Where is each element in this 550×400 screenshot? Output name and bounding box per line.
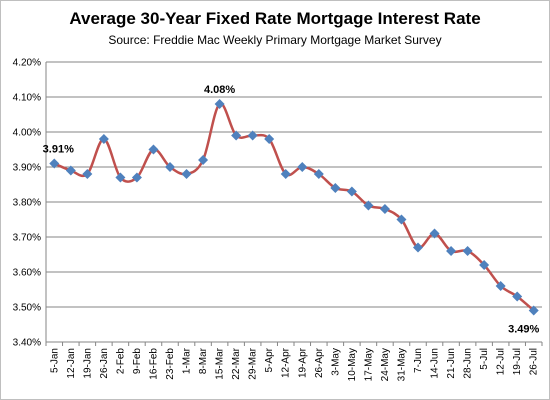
data-point [231,130,242,141]
x-tick-label: 12-Jan [66,348,77,379]
y-tick-label: 3.70% [13,233,41,244]
x-tick-label: 22-Mar [231,347,242,379]
x-tick-label: 15-Mar [215,347,226,379]
data-point [280,169,291,179]
data-point [181,169,192,179]
data-point [49,158,60,169]
y-tick-label: 3.90% [13,163,41,174]
data-point [198,155,209,165]
series-line [53,102,535,312]
data-point [512,291,523,302]
data-point [264,134,275,144]
x-tick-label: 5-Jan [49,348,60,373]
x-tick-label: 19-Jul [512,348,523,375]
data-point [313,169,324,179]
data-point [495,281,506,291]
x-tick-label: 8-Mar [198,347,209,374]
data-point [413,242,423,253]
data-point [479,260,490,270]
x-tick-label: 28-Jun [463,348,474,379]
x-tick-label: 24-May [380,348,391,381]
data-point [115,172,126,183]
x-tick-label: 26-Jul [529,348,540,375]
data-point [429,228,440,239]
data-point [148,144,159,155]
y-tick-label: 4.10% [13,93,41,104]
data-point [247,130,258,141]
data-point [330,183,341,193]
data-point [346,186,357,197]
data-point [462,246,473,256]
x-tick-label: 10-May [347,348,358,381]
chart-title: Average 30-Year Fixed Rate Mortgage Inte… [69,9,481,28]
x-tick-label: 17-May [363,348,374,381]
x-tick-label: 29-Mar [248,347,259,379]
data-point [98,134,109,144]
x-tick-label: 26-Jan [99,348,110,379]
x-tick-label: 5-Apr [264,347,275,372]
x-tick-label: 26-Apr [314,347,325,378]
data-point [446,246,457,256]
data-point [528,305,539,316]
x-tick-label: 19-Jan [82,348,93,379]
x-tick-label: 5-Jul [479,348,490,370]
data-point [131,172,142,183]
x-tick-label: 23-Feb [165,348,176,380]
x-tick-label: 2-Feb [115,348,126,375]
data-label: 4.08% [204,84,235,96]
data-point [82,169,93,179]
x-tick-label: 19-Apr [297,347,308,378]
data-label: 3.49% [508,324,539,336]
data-point [363,200,374,211]
x-tick-label: 31-May [396,348,407,381]
data-point [214,99,225,109]
x-tick-label: 9-Feb [132,348,143,375]
x-tick-label: 3-May [330,348,341,376]
x-tick-label: 12-Apr [281,347,292,378]
x-tick-label: 7-Jun [413,348,424,373]
chart-subtitle: Source: Freddie Mac Weekly Primary Mortg… [108,33,442,47]
data-label: 3.91% [43,144,74,156]
x-tick-label: 16-Feb [148,348,159,380]
x-tick-label: 12-Jul [496,348,507,375]
y-tick-label: 3.80% [13,198,41,209]
y-tick-label: 3.50% [13,303,41,314]
y-tick-label: 3.40% [13,338,41,349]
x-tick-label: 21-Jun [446,348,457,379]
data-point [165,162,175,172]
data-point [65,165,76,176]
y-tick-label: 4.20% [13,58,41,69]
x-tick-label: 1-Mar [182,347,193,374]
y-tick-label: 3.60% [13,268,41,279]
x-tick-label: 14-Jun [430,348,441,379]
data-point [297,162,308,172]
data-point [379,204,390,214]
data-point [396,214,407,225]
y-tick-label: 4.00% [13,128,41,139]
